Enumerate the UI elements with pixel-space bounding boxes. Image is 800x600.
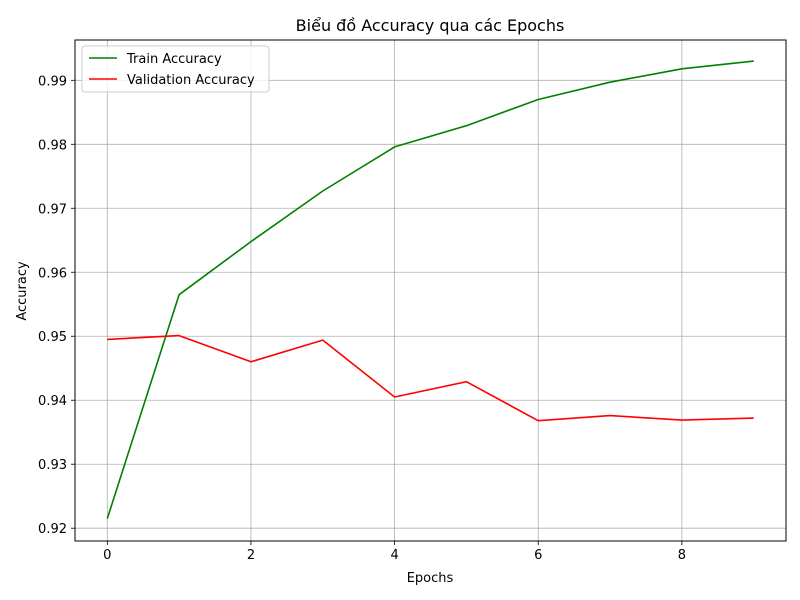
y-tick-label: 0.99: [38, 74, 67, 89]
x-tick-label: 6: [534, 548, 542, 563]
tick-layer: 0 2 4 6 8 0.92 0.93 0.94 0.95 0.96 0.97 0.98 0.99: [38, 74, 686, 563]
legend-label-validation-accuracy: Validation Accuracy: [127, 73, 255, 88]
y-tick-label: 0.94: [38, 394, 67, 409]
plot-frame: [74, 39, 787, 542]
y-tick-label: 0.96: [38, 266, 67, 281]
y-tick-label: 0.92: [38, 522, 67, 537]
x-tick-label: 8: [678, 548, 686, 563]
legend: Train Accuracy Validation Accuracy: [81, 45, 270, 93]
chart-title: Biểu đồ Accuracy qua các Epochs: [296, 16, 565, 35]
y-tick-label: 0.97: [38, 202, 67, 217]
x-axis-title: Epochs: [407, 571, 454, 586]
y-tick-label: 0.95: [38, 330, 67, 345]
x-tick-label: 4: [390, 548, 398, 563]
x-tick-label: 2: [247, 548, 255, 563]
y-axis-title: Accuracy: [15, 261, 30, 321]
x-tick-label: 0: [103, 548, 111, 563]
legend-box: [81, 45, 270, 93]
series-line-train-accuracy: [106, 60, 754, 519]
y-tick-label: 0.98: [38, 138, 67, 153]
y-tick-label: 0.93: [38, 458, 67, 473]
grid-layer: [75, 40, 786, 541]
series-line-validation-accuracy: [107, 334, 754, 422]
legend-label-train-accuracy: Train Accuracy: [126, 52, 222, 67]
series-layer: [106, 60, 754, 519]
